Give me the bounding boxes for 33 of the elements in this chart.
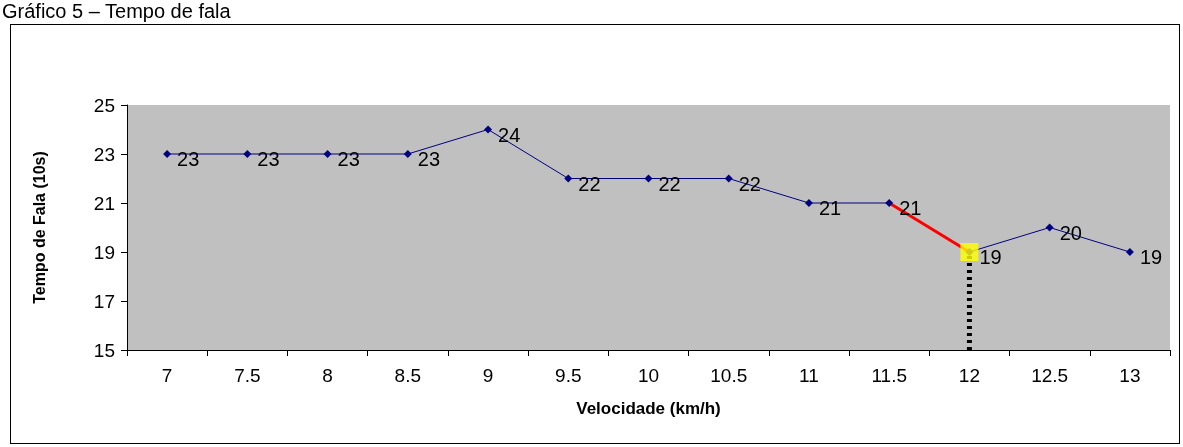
x-tick-label: 10.5 <box>710 365 748 386</box>
data-label: 23 <box>337 148 360 170</box>
x-tick-label: 7.5 <box>234 365 261 386</box>
x-tick-label: 9 <box>482 365 494 386</box>
data-label: 23 <box>257 148 280 170</box>
y-tick-label: 25 <box>93 94 115 116</box>
data-label: 24 <box>498 123 521 146</box>
x-tick-label: 12 <box>958 365 980 386</box>
y-tick-label: 21 <box>93 192 115 214</box>
y-tick-label: 15 <box>93 339 115 361</box>
y-tick-label: 17 <box>93 290 115 312</box>
data-label: 21 <box>818 197 842 219</box>
x-tick-label: 13 <box>1119 365 1141 386</box>
data-label: 22 <box>578 172 601 195</box>
x-tick-label: 11.5 <box>871 365 907 386</box>
data-label: 23 <box>417 148 441 170</box>
x-tick-label: 9.5 <box>555 365 582 386</box>
chart-title: Gráfico 5 – Tempo de fala <box>2 0 231 23</box>
y-axis-title: Tempo de Fala (10s) <box>30 151 48 304</box>
data-label: 19 <box>979 246 1002 268</box>
y-tick-label: 19 <box>93 241 115 263</box>
x-tick-label: 8.5 <box>394 365 422 386</box>
x-tick-label: 11 <box>799 365 819 386</box>
y-tick-label: 23 <box>93 143 115 165</box>
data-label: 19 <box>1139 246 1163 268</box>
data-label: 22 <box>658 172 681 195</box>
x-tick-label: 12.5 <box>1031 365 1069 386</box>
data-label: 21 <box>899 197 922 219</box>
x-tick-label: 10 <box>637 365 660 386</box>
x-tick-label: 7 <box>161 365 173 386</box>
x-tick-label: 8 <box>322 365 333 386</box>
data-label: 23 <box>177 148 200 170</box>
x-axis-title: Velocidade (km/h) <box>576 399 721 418</box>
